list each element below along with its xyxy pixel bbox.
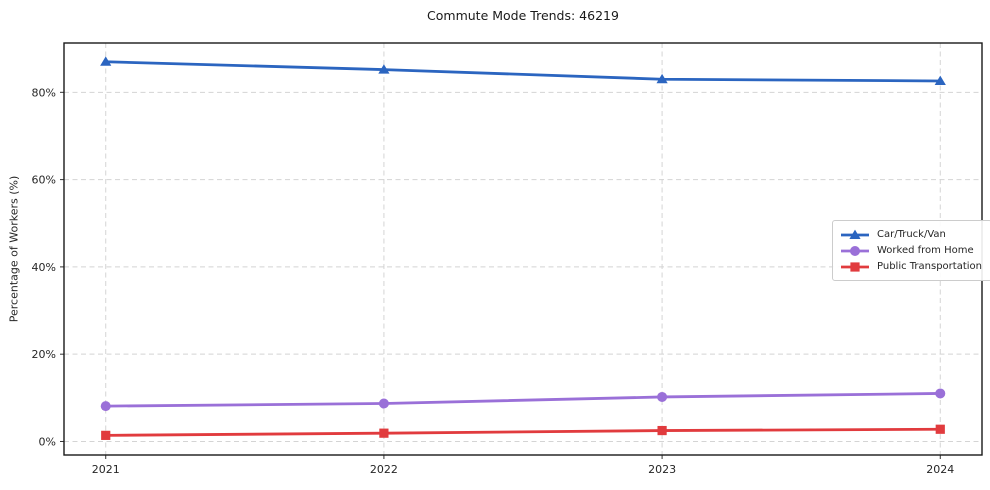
- legend-line-marker-icon: [841, 245, 869, 256]
- gridlines: [64, 43, 982, 455]
- legend-line-marker-icon: [841, 261, 869, 272]
- axis-ticks: 2021 2022 2023 2024 0% 20% 40% 60% 80%: [32, 86, 955, 476]
- x-tick-label: 2021: [92, 463, 120, 476]
- x-tick-label: 2023: [648, 463, 676, 476]
- y-tick-label: 20%: [32, 348, 56, 361]
- legend: Car/Truck/Van Worked from Home Public Tr…: [832, 220, 990, 281]
- legend-item-public-transportation: Public Transportation: [840, 259, 982, 274]
- legend-label: Car/Truck/Van: [877, 229, 946, 240]
- series-car-truck-van: [100, 56, 946, 85]
- y-tick-label: 60%: [32, 174, 56, 187]
- legend-item-car-truck-van: Car/Truck/Van: [840, 227, 982, 242]
- y-tick-label: 40%: [32, 261, 56, 274]
- x-tick-label: 2022: [370, 463, 398, 476]
- x-tick-label: 2024: [926, 463, 954, 476]
- legend-label: Public Transportation: [877, 261, 982, 272]
- legend-item-worked-from-home: Worked from Home: [840, 243, 982, 258]
- y-tick-label: 80%: [32, 86, 56, 99]
- series-public-transportation: [101, 424, 945, 440]
- y-axis-label: Percentage of Workers (%): [7, 175, 21, 323]
- y-tick-label: 0%: [39, 435, 56, 448]
- legend-label: Worked from Home: [877, 245, 974, 256]
- legend-line-marker-icon: [841, 229, 869, 239]
- series-worked-from-home: [100, 388, 946, 412]
- chart-title: Commute Mode Trends: 46219: [427, 8, 619, 23]
